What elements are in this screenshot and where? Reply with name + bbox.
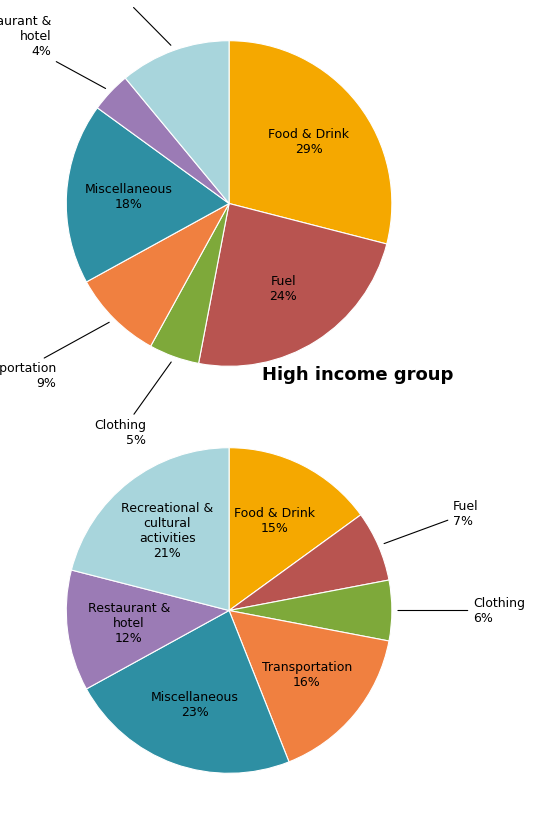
Wedge shape [229, 580, 392, 641]
Text: Food & Drink
29%: Food & Drink 29% [268, 128, 349, 155]
Wedge shape [229, 610, 389, 762]
Wedge shape [150, 204, 229, 363]
Wedge shape [66, 570, 229, 689]
Text: Fuel
24%: Fuel 24% [270, 274, 297, 303]
Wedge shape [229, 41, 392, 244]
Text: Transportation
9%: Transportation 9% [0, 322, 109, 390]
Text: Food & Drink
15%: Food & Drink 15% [234, 506, 315, 535]
Wedge shape [86, 610, 289, 773]
Text: Restaurant &
hotel
12%: Restaurant & hotel 12% [88, 602, 170, 645]
Text: High income group: High income group [261, 366, 453, 384]
Wedge shape [198, 204, 387, 366]
Wedge shape [71, 448, 229, 610]
Text: Transportation
16%: Transportation 16% [262, 661, 352, 689]
Text: Clothing
5%: Clothing 5% [94, 362, 171, 447]
Wedge shape [98, 78, 229, 204]
Text: Restaurant &
hotel
4%: Restaurant & hotel 4% [0, 15, 106, 89]
Wedge shape [229, 514, 389, 610]
Wedge shape [86, 204, 229, 346]
Wedge shape [66, 107, 229, 282]
Text: Clothing
6%: Clothing 6% [398, 597, 526, 624]
Text: Recreational &
cultural
activities
11%: Recreational & cultural activities 11% [54, 0, 171, 46]
Text: Fuel
7%: Fuel 7% [384, 500, 479, 544]
Wedge shape [125, 41, 229, 204]
Text: Recreational &
cultural
activities
21%: Recreational & cultural activities 21% [121, 501, 213, 560]
Text: Miscellaneous
18%: Miscellaneous 18% [85, 183, 172, 211]
Text: Miscellaneous
23%: Miscellaneous 23% [151, 691, 239, 720]
Wedge shape [229, 448, 361, 610]
